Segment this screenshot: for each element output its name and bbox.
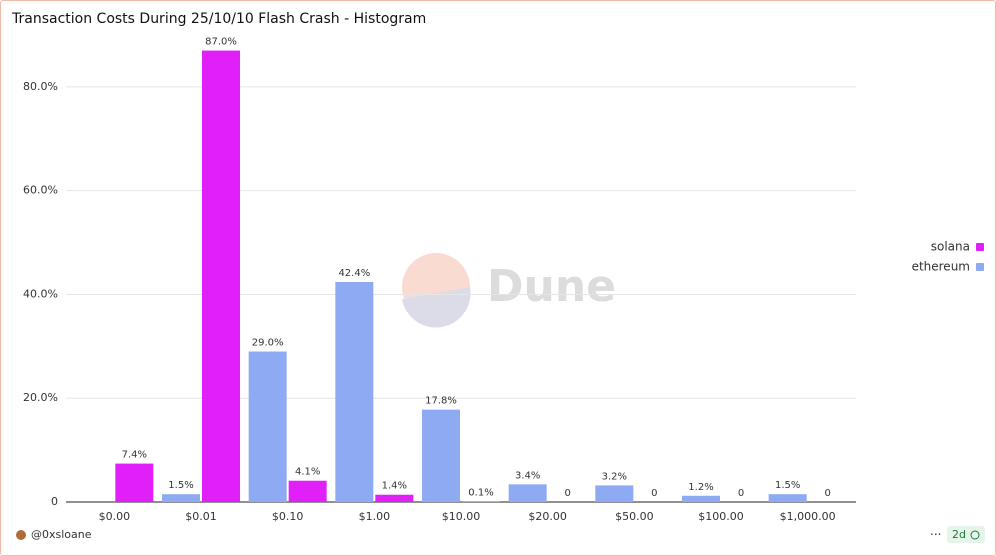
- bar: [768, 494, 807, 502]
- value-label: 1.4%: [382, 481, 407, 492]
- value-label: 3.2%: [602, 471, 627, 482]
- value-label: 4.1%: [295, 467, 320, 478]
- legend-swatch: [976, 263, 984, 271]
- value-label: 3.4%: [515, 470, 540, 481]
- value-label: 0: [564, 488, 570, 499]
- x-tick-label: $20.00: [528, 510, 567, 523]
- value-label: 42.4%: [338, 268, 370, 279]
- bar: [682, 495, 720, 502]
- value-label: 0: [824, 488, 830, 499]
- bar: [508, 484, 547, 502]
- x-tick-label: $1.00: [359, 510, 391, 523]
- bar: [375, 494, 414, 502]
- author-name: @0xsloane: [31, 528, 92, 541]
- value-label: 1.5%: [775, 480, 800, 491]
- bar: [162, 494, 200, 502]
- bar: [462, 501, 500, 502]
- bar: [335, 281, 374, 502]
- legend-label: ethereum: [912, 260, 970, 274]
- value-label: 0: [738, 488, 744, 499]
- x-tick-label: $10.00: [442, 510, 481, 523]
- x-tick-label: $0.00: [99, 510, 131, 523]
- y-tick-label: 80.0%: [23, 80, 58, 93]
- menu[interactable]: ···: [930, 528, 941, 542]
- y-tick-label: 20.0%: [23, 391, 58, 404]
- bar: [422, 409, 460, 502]
- age-icon: [970, 530, 980, 540]
- bar: [288, 480, 327, 502]
- author: @0xsloane: [16, 528, 92, 541]
- bar: [202, 50, 240, 503]
- bar: [248, 351, 287, 502]
- value-label: 7.4%: [122, 450, 147, 461]
- x-tick-label: $50.00: [615, 510, 654, 523]
- value-label: 29.0%: [252, 338, 284, 349]
- value-label: 87.0%: [205, 37, 237, 48]
- x-tick-label: $0.10: [272, 510, 304, 523]
- watermark-logo: [402, 253, 471, 328]
- y-tick-label: 0: [51, 495, 58, 508]
- x-tick-label: $100.00: [698, 510, 744, 523]
- bar: [115, 463, 154, 502]
- value-label: 17.8%: [425, 396, 457, 407]
- legend-label: solana: [931, 240, 970, 254]
- bar: [595, 485, 634, 502]
- value-label: 1.5%: [168, 480, 193, 491]
- age: 2d: [952, 528, 966, 541]
- chart-title: Transaction Costs During 25/10/10 Flash …: [11, 11, 426, 27]
- legend-swatch: [976, 243, 984, 251]
- y-tick-label: 40.0%: [23, 287, 58, 300]
- value-label: 1.2%: [688, 482, 713, 493]
- x-tick-label: $1,000.00: [780, 510, 836, 523]
- value-label: 0.1%: [468, 487, 493, 498]
- y-tick-label: 60.0%: [23, 184, 58, 197]
- watermark: Dune: [487, 261, 616, 312]
- x-tick-label: $0.01: [185, 510, 217, 523]
- value-label: 0: [651, 488, 657, 499]
